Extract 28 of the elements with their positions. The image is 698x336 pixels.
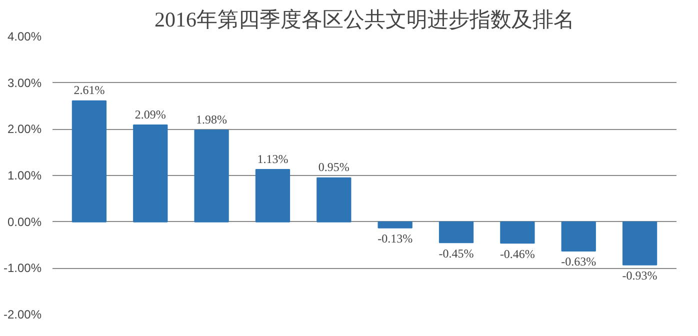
data-label: 1.13%	[257, 152, 288, 166]
y-tick-label: -1.00%	[3, 261, 42, 276]
bar	[438, 221, 474, 244]
data-label: -0.93%	[622, 268, 658, 283]
y-tick-label: -2.00%	[3, 308, 42, 322]
bar	[378, 221, 412, 228]
bar	[133, 124, 168, 222]
data-label: 2.61%	[74, 83, 105, 98]
y-tick-label: 3.00%	[7, 76, 42, 90]
bar	[72, 100, 107, 222]
data-label: 2.09%	[134, 107, 166, 122]
data-label: 1.98%	[196, 112, 228, 126]
bar	[316, 177, 352, 222]
bar	[622, 221, 658, 266]
bar	[255, 168, 290, 222]
y-tick-label: 2.00%	[7, 122, 42, 136]
data-label: -0.45%	[438, 246, 474, 260]
data-label: -0.63%	[561, 254, 596, 269]
y-tick-label: 1.00%	[7, 168, 42, 182]
y-tick-label: 0.00%	[7, 214, 42, 229]
bar	[194, 130, 229, 222]
bar	[561, 221, 596, 252]
data-label: 0.95%	[318, 160, 350, 174]
bar	[500, 221, 535, 244]
chart-title: 2016年第四季度各区公共文明进步指数及排名	[154, 8, 574, 32]
y-tick-label: 4.00%	[7, 30, 42, 44]
data-label: -0.13%	[378, 232, 413, 246]
data-label: -0.46%	[500, 246, 535, 261]
